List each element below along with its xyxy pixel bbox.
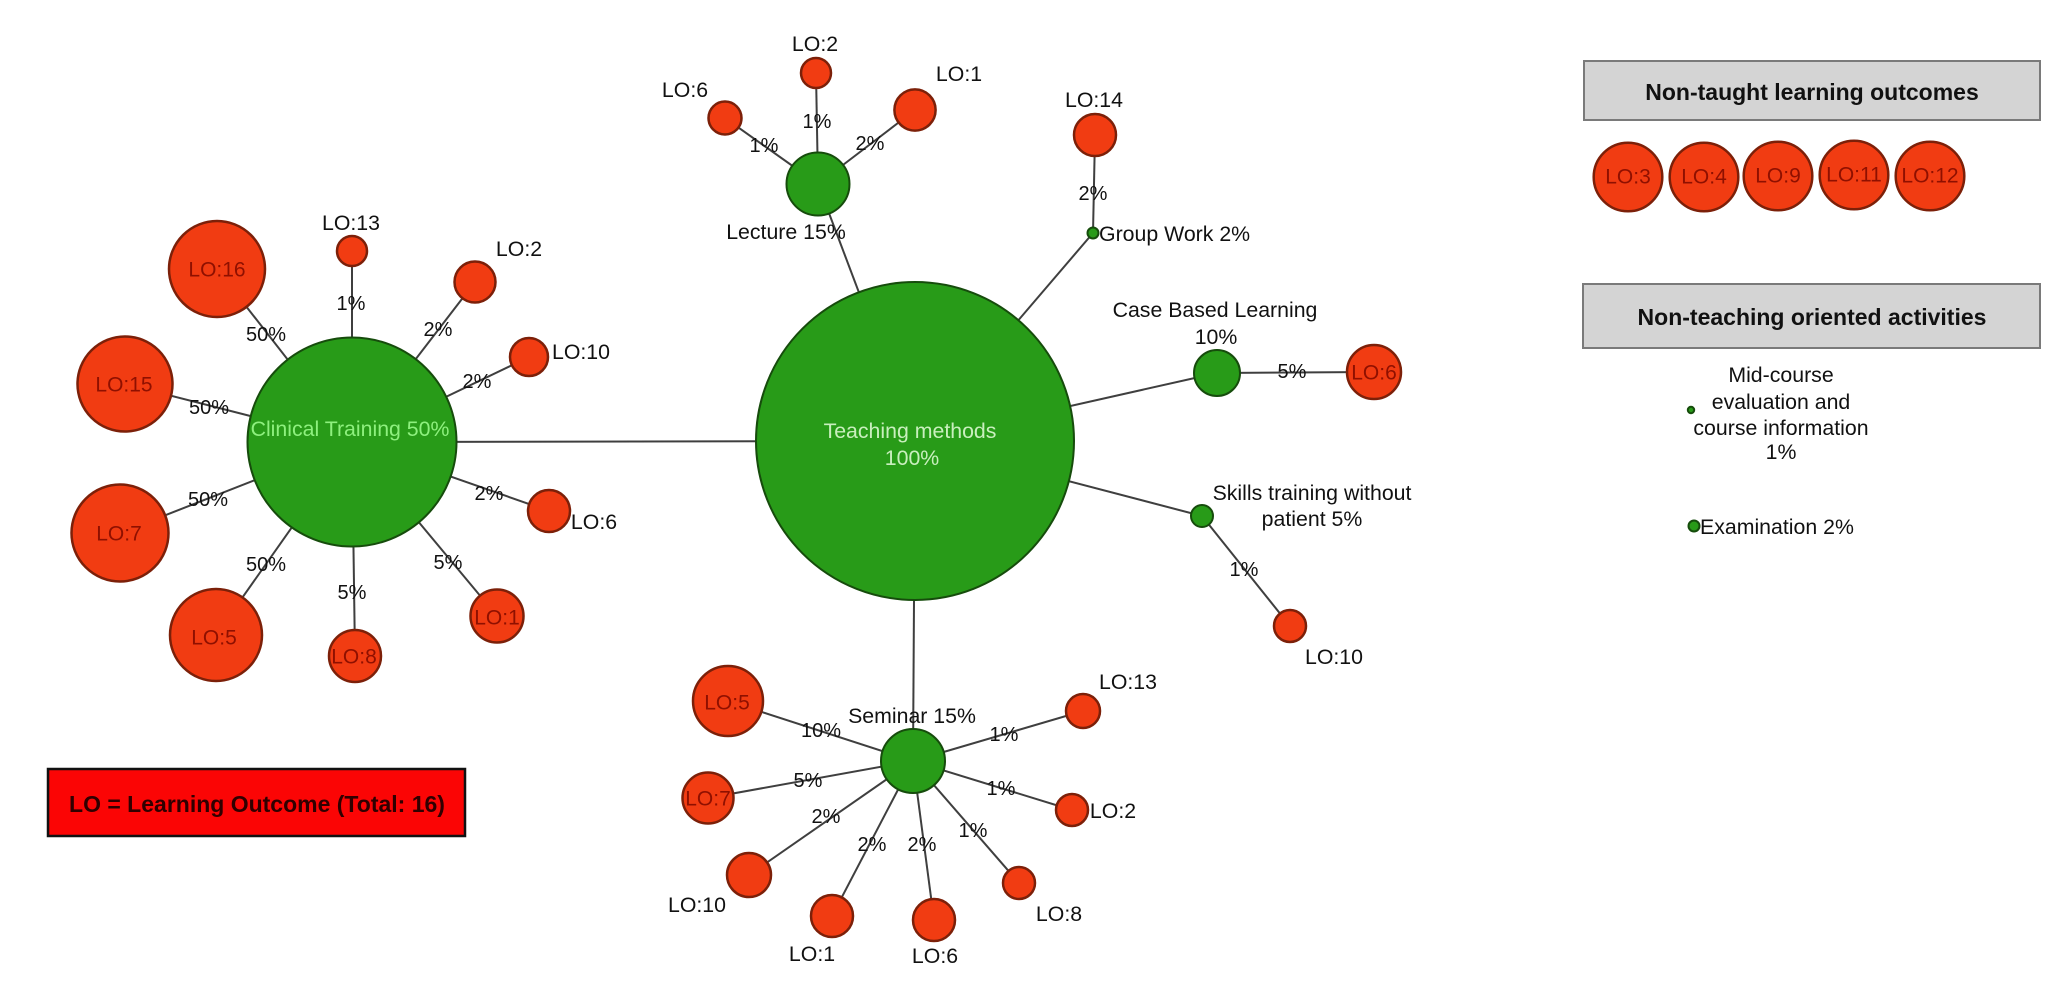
svg-text:100%: 100% — [885, 446, 940, 470]
svg-text:Examination 2%: Examination 2% — [1700, 515, 1854, 539]
svg-text:2%: 2% — [463, 371, 492, 393]
svg-text:LO:9: LO:9 — [1755, 165, 1801, 188]
svg-text:LO:6: LO:6 — [1351, 362, 1397, 385]
svg-text:Mid-course: Mid-course — [1728, 363, 1833, 387]
svg-text:50%: 50% — [246, 554, 286, 576]
svg-text:evaluation and: evaluation and — [1712, 390, 1851, 414]
svg-text:LO:10: LO:10 — [1305, 645, 1363, 669]
svg-text:10%: 10% — [801, 720, 841, 742]
svg-text:LO:12: LO:12 — [1901, 165, 1958, 188]
svg-text:Case Based Learning: Case Based Learning — [1113, 298, 1318, 322]
svg-text:1%: 1% — [990, 724, 1019, 746]
svg-text:Teaching methods: Teaching methods — [824, 419, 997, 443]
svg-text:LO:1: LO:1 — [474, 607, 520, 630]
svg-text:5%: 5% — [1278, 361, 1307, 383]
svg-text:5%: 5% — [338, 582, 367, 604]
svg-text:LO:16: LO:16 — [188, 259, 245, 282]
svg-text:2%: 2% — [812, 806, 841, 828]
svg-text:LO:13: LO:13 — [322, 211, 380, 235]
svg-text:course information: course information — [1693, 416, 1868, 440]
svg-text:Seminar 15%: Seminar 15% — [848, 704, 976, 728]
svg-text:2%: 2% — [858, 834, 887, 856]
svg-text:LO:2: LO:2 — [792, 32, 838, 56]
svg-text:LO:8: LO:8 — [331, 646, 377, 669]
svg-text:1%: 1% — [750, 135, 779, 157]
svg-text:2%: 2% — [424, 319, 453, 341]
svg-text:2%: 2% — [908, 834, 937, 856]
svg-text:Group Work 2%: Group Work 2% — [1099, 222, 1250, 246]
svg-text:LO:8: LO:8 — [1036, 902, 1082, 926]
svg-text:Lecture 15%: Lecture 15% — [726, 220, 846, 244]
svg-text:LO:10: LO:10 — [668, 893, 726, 917]
svg-text:LO:10: LO:10 — [552, 340, 610, 364]
svg-text:1%: 1% — [959, 820, 988, 842]
svg-text:LO = Learning Outcome (Total:: LO = Learning Outcome (Total: 16) — [69, 791, 445, 817]
svg-text:Non-taught learning outcomes: Non-taught learning outcomes — [1645, 79, 1979, 105]
svg-text:50%: 50% — [188, 489, 228, 511]
svg-text:LO:2: LO:2 — [496, 237, 542, 261]
svg-text:Skills training without: Skills training without — [1213, 481, 1412, 505]
svg-text:1%: 1% — [987, 778, 1016, 800]
svg-text:2%: 2% — [856, 133, 885, 155]
svg-text:patient 5%: patient 5% — [1262, 507, 1363, 531]
svg-text:1%: 1% — [803, 111, 832, 133]
svg-text:LO:6: LO:6 — [912, 944, 958, 968]
svg-text:LO:1: LO:1 — [936, 62, 982, 86]
svg-text:1%: 1% — [337, 293, 366, 315]
svg-text:LO:5: LO:5 — [191, 627, 237, 650]
svg-text:50%: 50% — [189, 397, 229, 419]
svg-text:LO:7: LO:7 — [96, 523, 142, 546]
svg-text:Clinical Training 50%: Clinical Training 50% — [251, 417, 450, 441]
svg-text:10%: 10% — [1195, 325, 1238, 349]
svg-text:1%: 1% — [1766, 440, 1797, 464]
svg-text:2%: 2% — [1079, 183, 1108, 205]
svg-text:Non-teaching oriented activiti: Non-teaching oriented activities — [1638, 304, 1987, 330]
svg-text:LO:6: LO:6 — [571, 510, 617, 534]
svg-text:1%: 1% — [1230, 559, 1259, 581]
svg-text:5%: 5% — [794, 770, 823, 792]
svg-text:LO:7: LO:7 — [685, 788, 731, 811]
svg-text:LO:2: LO:2 — [1090, 799, 1136, 823]
svg-text:LO:14: LO:14 — [1065, 88, 1123, 112]
svg-text:2%: 2% — [475, 483, 504, 505]
svg-text:LO:1: LO:1 — [789, 942, 835, 966]
svg-text:LO:5: LO:5 — [704, 692, 750, 715]
svg-text:5%: 5% — [434, 552, 463, 574]
svg-text:LO:4: LO:4 — [1681, 166, 1727, 189]
svg-text:LO:13: LO:13 — [1099, 670, 1157, 694]
svg-text:LO:6: LO:6 — [662, 78, 708, 102]
svg-text:LO:11: LO:11 — [1826, 164, 1882, 187]
svg-text:LO:3: LO:3 — [1605, 166, 1651, 189]
svg-text:LO:15: LO:15 — [95, 374, 152, 397]
svg-text:50%: 50% — [246, 324, 286, 346]
